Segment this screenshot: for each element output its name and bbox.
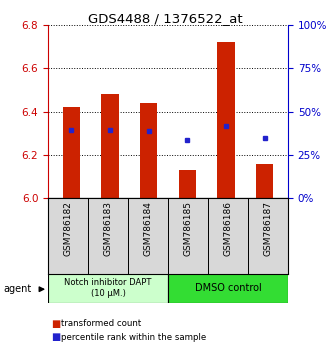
Text: Notch inhibitor DAPT
(10 μM.): Notch inhibitor DAPT (10 μM.) [64,278,152,298]
Bar [208,198,248,274]
Text: GSM786183: GSM786183 [104,201,113,256]
Text: transformed count: transformed count [61,319,141,329]
Bar [168,274,288,303]
Bar [48,198,88,274]
Bar [256,164,273,198]
Bar [48,274,168,303]
Bar [63,107,80,198]
Bar [168,198,208,274]
Text: ■: ■ [51,319,61,329]
Text: GSM786182: GSM786182 [64,201,72,256]
Text: GDS4488 / 1376522_at: GDS4488 / 1376522_at [88,12,243,25]
Text: percentile rank within the sample: percentile rank within the sample [61,332,207,342]
Text: GSM786187: GSM786187 [263,201,272,256]
Text: GSM786184: GSM786184 [143,201,153,256]
Bar [128,198,168,274]
Text: ■: ■ [51,332,61,342]
Text: agent: agent [3,284,31,294]
Bar [248,198,288,274]
Bar [101,94,118,198]
Bar [140,103,157,198]
Bar [179,170,196,198]
Bar [217,42,235,198]
Text: GSM786186: GSM786186 [223,201,232,256]
Text: DMSO control: DMSO control [195,283,261,293]
Bar [88,198,128,274]
Text: GSM786185: GSM786185 [183,201,193,256]
